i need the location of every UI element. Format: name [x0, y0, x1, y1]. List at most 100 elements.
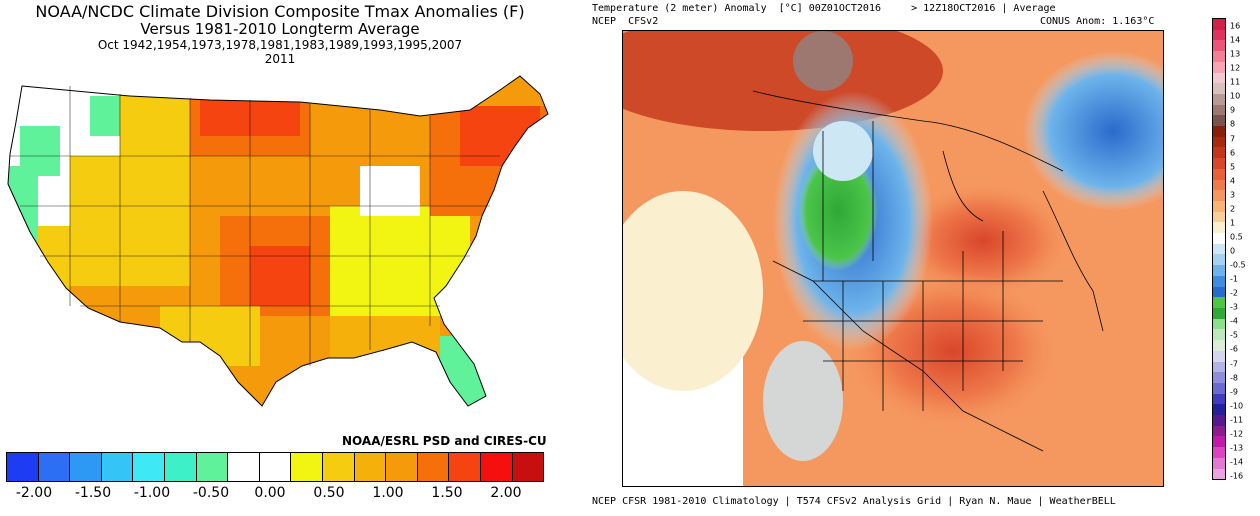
right-colorbar-swatch [1213, 436, 1225, 448]
left-colorbar-swatch [7, 453, 39, 481]
right-colorbar-tick-label: 0 [1230, 246, 1236, 256]
right-colorbar-tick-label: 14 [1230, 35, 1241, 45]
left-subtitle: Versus 1981-2010 Longterm Average [140, 20, 420, 38]
right-colorbar-swatch [1213, 340, 1225, 351]
left-colorbar-swatch [417, 453, 450, 481]
right-colorbar-tick-label: 8 [1230, 119, 1236, 129]
right-colorbar-swatch [1213, 93, 1225, 105]
left-colorbar [6, 452, 544, 482]
right-colorbar-tick-label: 1 [1230, 218, 1236, 228]
left-colorbar-tick-label: -1.50 [74, 485, 112, 501]
right-colorbar-swatch [1213, 415, 1225, 426]
left-panel: NOAA/NCDC Climate Division Composite Tma… [0, 0, 560, 516]
right-colorbar-tick-label: 5 [1230, 162, 1236, 172]
right-colorbar-tick-label: -8 [1230, 373, 1238, 383]
right-colorbar-swatch [1213, 179, 1225, 191]
right-colorbar-swatch [1213, 404, 1225, 416]
left-colorbar-tick-label: -1.00 [133, 485, 171, 501]
right-colorbar [1212, 18, 1226, 480]
right-colorbar-swatch [1213, 297, 1225, 308]
right-model-label: NCEP CFSv2 [592, 16, 659, 27]
right-colorbar-tick-label: -6 [1230, 344, 1238, 354]
right-colorbar-swatch [1213, 61, 1225, 73]
right-colorbar-tick-label: -1 [1230, 274, 1238, 284]
left-colorbar-swatch [38, 453, 71, 481]
left-title: NOAA/NCDC Climate Division Composite Tma… [35, 2, 525, 21]
right-colorbar-swatch [1213, 83, 1225, 94]
right-colorbar-swatch [1213, 361, 1225, 373]
left-colorbar-swatch [101, 453, 134, 481]
right-colorbar-swatch [1213, 200, 1225, 212]
right-colorbar-tick-label: -0.5 [1230, 260, 1246, 270]
right-colorbar-swatch [1213, 19, 1225, 30]
right-colorbar-swatch [1213, 147, 1225, 159]
right-conus-anom: CONUS Anom: 1.163°C [1040, 16, 1155, 27]
right-colorbar-tick-label: 16 [1230, 21, 1241, 31]
north-america-map-graphic [623, 31, 1163, 486]
right-colorbar-swatch [1213, 40, 1225, 52]
right-colorbar-swatch [1213, 168, 1225, 180]
left-colorbar-swatch [512, 453, 544, 481]
right-colorbar-swatch [1213, 72, 1225, 84]
right-colorbar-swatch [1213, 382, 1225, 394]
right-colorbar-tick-label: 11 [1230, 77, 1241, 87]
right-colorbar-swatch [1213, 350, 1225, 362]
right-colorbar-tick-label: 0.5 [1230, 232, 1243, 242]
left-colorbar-swatch [196, 453, 229, 481]
right-colorbar-tick-label: -11 [1230, 415, 1244, 425]
right-colorbar-tick-label: 7 [1230, 134, 1236, 143]
right-colorbar-swatch [1213, 286, 1225, 298]
right-colorbar-tick-label: 3 [1230, 190, 1236, 200]
right-colorbar-tick-label: -14 [1230, 457, 1244, 467]
left-colorbar-swatch [70, 453, 102, 481]
right-header: Temperature (2 meter) Anomaly [°C] 00Z01… [592, 3, 1056, 14]
right-colorbar-tick-label: -5 [1230, 330, 1238, 340]
right-colorbar-swatch [1213, 425, 1225, 437]
left-colorbar-tick-label: 0.50 [313, 485, 345, 501]
right-colorbar-swatch [1213, 190, 1225, 201]
right-colorbar-tick-label: -4 [1230, 316, 1238, 326]
right-colorbar-tick-label: -16 [1230, 471, 1244, 481]
right-colorbar-tick-label: -7 [1230, 359, 1238, 368]
us-anomaly-map [7, 75, 549, 407]
right-colorbar-swatch [1213, 158, 1225, 169]
left-colorbar-tick-label: 0.00 [254, 485, 286, 501]
right-colorbar-swatch [1213, 275, 1225, 287]
left-colorbar-ticks: -2.00 -1.50 -1.00 -0.50 0.00 0.50 1.00 1.50 2.00 [0, 485, 560, 503]
right-footer: NCEP CFSR 1981-2010 Climatology | T574 C… [592, 496, 1116, 507]
right-colorbar-tick-label: 10 [1230, 91, 1241, 101]
right-colorbar-swatch [1213, 329, 1225, 341]
left-colorbar-swatch [133, 453, 165, 481]
right-colorbar-swatch [1213, 233, 1225, 244]
right-colorbar-tick-label: -3 [1230, 302, 1238, 312]
left-colorbar-swatch [386, 453, 418, 481]
right-colorbar-swatch [1213, 243, 1225, 255]
left-credit: NOAA/ESRL PSD and CIRES-CU [342, 434, 547, 448]
right-colorbar-swatch [1213, 29, 1225, 41]
right-colorbar-swatch [1213, 447, 1225, 458]
north-america-anomaly-map [622, 30, 1164, 487]
right-colorbar-tick-label: 6 [1230, 148, 1236, 158]
right-colorbar-tick-label: -2 [1230, 288, 1238, 298]
left-colorbar-swatch [164, 453, 197, 481]
left-years: Oct 1942,1954,1973,1978,1981,1983,1989,1… [97, 38, 463, 52]
left-colorbar-tick-label: 2.00 [490, 485, 522, 501]
right-panel: Temperature (2 meter) Anomaly [°C] 00Z01… [590, 0, 1260, 516]
right-colorbar-tick-label: 4 [1230, 176, 1236, 186]
left-colorbar-swatch [354, 453, 387, 481]
right-colorbar-swatch [1213, 136, 1225, 148]
right-colorbar-swatch [1213, 222, 1225, 234]
right-colorbar-swatch [1213, 211, 1225, 223]
right-colorbar-tick-label: -13 [1230, 443, 1244, 453]
right-colorbar-swatch [1213, 115, 1225, 127]
left-colorbar-tick-label: -2.00 [15, 485, 53, 501]
right-colorbar-swatch [1213, 457, 1225, 469]
left-colorbar-swatch [291, 453, 323, 481]
right-colorbar-swatch [1213, 254, 1225, 266]
right-colorbar-ticks: 16 14 13 12 11 10 9 8 7 6 5 4 3 2 1 0.5 0 -0.5 -1 -2 -3 -4 -5 -… [1230, 18, 1260, 481]
right-colorbar-swatch [1213, 265, 1225, 276]
right-colorbar-swatch [1213, 393, 1225, 405]
right-colorbar-swatch [1213, 51, 1225, 62]
left-colorbar-swatch [322, 453, 355, 481]
left-colorbar-swatch [259, 453, 292, 481]
